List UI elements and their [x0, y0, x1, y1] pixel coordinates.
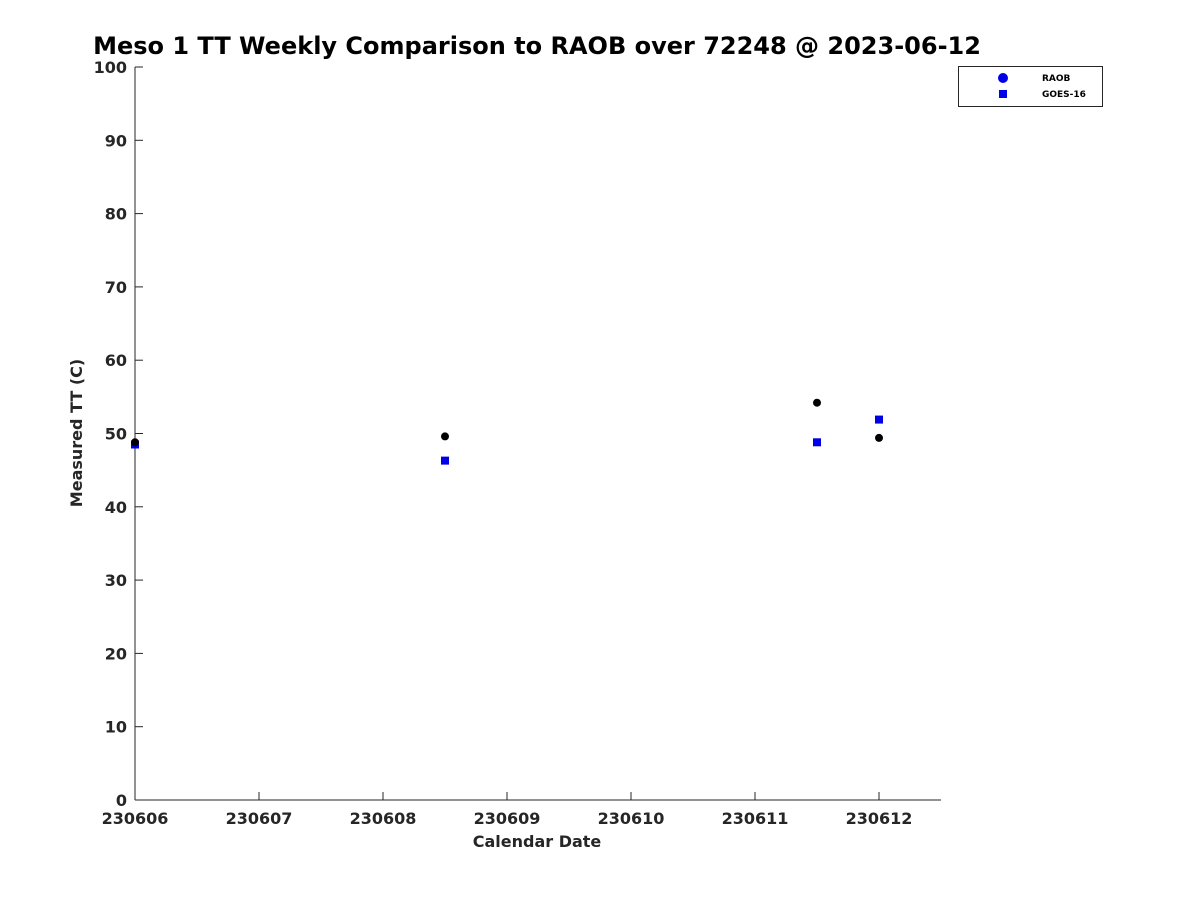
raob-point — [441, 432, 449, 441]
y-tick-label: 70 — [105, 278, 127, 297]
legend-label: GOES-16 — [1042, 90, 1086, 100]
goes16-point — [441, 456, 449, 465]
y-tick-label: 0 — [116, 791, 127, 810]
y-tick-label: 40 — [105, 498, 127, 517]
x-tick-label: 230609 — [474, 809, 541, 828]
y-tick-label: 100 — [94, 58, 127, 77]
y-tick-label: 30 — [105, 571, 127, 590]
legend: RAOB GOES-16 — [958, 66, 1103, 107]
y-tick-label: 10 — [105, 718, 127, 737]
x-tick-label: 230607 — [226, 809, 293, 828]
legend-label: RAOB — [1042, 74, 1071, 84]
x-tick-label: 230610 — [598, 809, 665, 828]
axes: 0 10 20 30 40 50 60 70 80 90 100 230606 230607 230608… — [94, 58, 941, 828]
y-axis-label: Measured TT (C) — [67, 359, 86, 507]
y-tick-label: 20 — [105, 644, 127, 663]
chart-title: Meso 1 TT Weekly Comparison to RAOB over… — [93, 32, 981, 60]
legend-box — [958, 66, 1103, 107]
y-tick-label: 60 — [105, 351, 127, 370]
x-tick-label: 230606 — [102, 809, 169, 828]
legend-square-marker — [999, 90, 1007, 98]
x-tick-label: 230608 — [350, 809, 417, 828]
raob-point — [875, 433, 883, 442]
data-marks — [131, 398, 883, 465]
legend-circle-marker — [998, 73, 1008, 83]
y-tick-label: 50 — [105, 425, 127, 444]
y-tick-label: 80 — [105, 205, 127, 224]
x-tick-label: 230612 — [846, 809, 913, 828]
x-axis-label: Calendar Date — [473, 832, 602, 851]
raob-point — [813, 398, 821, 407]
x-tick-label: 230611 — [722, 809, 789, 828]
goes16-point — [875, 415, 883, 424]
goes16-point — [813, 438, 821, 447]
y-tick-label: 90 — [105, 131, 127, 150]
raob-point — [131, 438, 139, 447]
